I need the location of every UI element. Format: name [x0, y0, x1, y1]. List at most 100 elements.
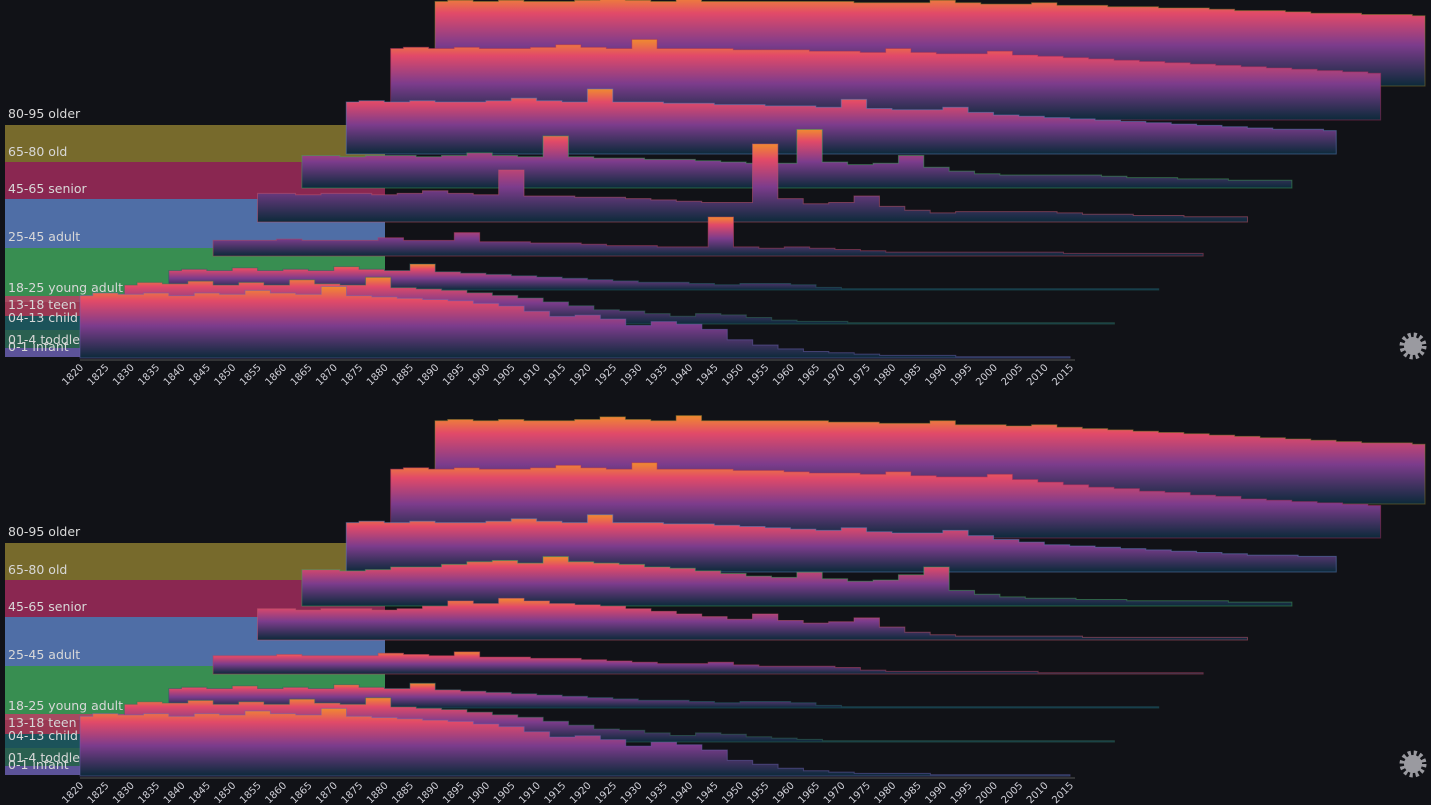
x-tick-label: 1950 [720, 362, 746, 388]
x-tick-label: 1930 [619, 780, 645, 805]
x-tick-label: 1990 [923, 362, 949, 388]
ridge-area [345, 88, 1337, 155]
x-tick-label: 1970 [822, 362, 848, 388]
chart-panel: France Mortality Rates (Female)0-1 infan… [5, 415, 1427, 805]
x-tick-label: 1835 [136, 362, 162, 388]
x-tick-label: 2005 [1000, 780, 1026, 805]
legend-label: 25-45 adult [8, 229, 80, 244]
legend-label: 45-65 senior [8, 181, 88, 196]
ridge-area [390, 38, 1382, 121]
legend-label: 18-25 young adult [8, 280, 123, 295]
legend-label: 01-4 toddler [8, 332, 86, 347]
gear-teeth [1399, 332, 1427, 360]
x-tick-label: 1845 [187, 362, 213, 388]
x-tick-label: 1925 [593, 362, 619, 388]
ridge-area [257, 597, 1248, 641]
x-tick-label: 1920 [568, 362, 594, 388]
x-tick-label: 1880 [365, 780, 391, 805]
legend-label: 45-65 senior [8, 599, 88, 614]
ridge-area [212, 216, 1204, 257]
x-tick-label: 2010 [1025, 780, 1051, 805]
legend-label: 80-95 older [8, 524, 81, 539]
gear-body [1404, 337, 1422, 355]
x-tick-label: 2000 [974, 362, 1000, 388]
x-tick-label: 1895 [441, 780, 467, 805]
x-tick-label: 1830 [111, 362, 137, 388]
x-tick-label: 1890 [416, 362, 442, 388]
chart-panel: France Mortality Rates (Male)0-1 infant0… [5, 0, 1427, 388]
x-tick-label: 1850 [213, 780, 239, 805]
x-tick-label: 1915 [543, 780, 569, 805]
gear-body [1404, 755, 1422, 773]
x-tick-label: 1820 [60, 362, 86, 388]
x-tick-label: 1970 [822, 780, 848, 805]
x-tick-label: 2015 [1050, 780, 1076, 805]
x-tick-label: 1990 [923, 780, 949, 805]
x-tick-label: 1910 [517, 362, 543, 388]
x-tick-label: 1855 [238, 780, 264, 805]
x-tick-label: 1870 [314, 362, 340, 388]
x-tick-label: 1975 [847, 780, 873, 805]
x-tick-label: 1830 [111, 780, 137, 805]
ridge-area [79, 286, 1071, 359]
legend-label: 65-80 old [8, 562, 67, 577]
x-tick-label: 1910 [517, 780, 543, 805]
x-tick-label: 1850 [213, 362, 239, 388]
x-tick-label: 1980 [873, 780, 899, 805]
x-tick-label: 1885 [390, 362, 416, 388]
x-tick-label: 1835 [136, 780, 162, 805]
x-tick-label: 1860 [263, 780, 289, 805]
x-tick-label: 1945 [695, 362, 721, 388]
x-tick-label: 1945 [695, 780, 721, 805]
x-tick-label: 1865 [289, 362, 315, 388]
legend-label: 04-13 child [8, 310, 78, 325]
legend-label: 13-18 teen [8, 297, 77, 312]
ridge-area [257, 143, 1248, 223]
x-tick-label: 1825 [86, 780, 112, 805]
ridge-area [301, 556, 1293, 607]
x-tick-label: 1840 [162, 362, 188, 388]
legend-label: 04-13 child [8, 728, 78, 743]
gear-teeth [1399, 750, 1427, 778]
x-tick-label: 1955 [746, 780, 772, 805]
x-tick-label: 1985 [898, 780, 924, 805]
x-tick-label: 1935 [644, 362, 670, 388]
x-tick-label: 1985 [898, 362, 924, 388]
ridge-area [79, 707, 1071, 777]
x-tick-label: 1865 [289, 780, 315, 805]
ridge-area [301, 129, 1293, 189]
legend-label: 18-25 young adult [8, 698, 123, 713]
x-tick-label: 1825 [86, 362, 112, 388]
legend-label: 0-1 infant [8, 339, 69, 354]
x-tick-label: 1855 [238, 362, 264, 388]
x-tick-label: 1935 [644, 780, 670, 805]
x-tick-label: 2000 [974, 780, 1000, 805]
x-tick-label: 1870 [314, 780, 340, 805]
legend-label: 25-45 adult [8, 647, 80, 662]
legend-label: 01-4 toddler [8, 750, 86, 765]
x-tick-label: 1950 [720, 780, 746, 805]
x-tick-label: 1885 [390, 780, 416, 805]
x-tick-label: 1930 [619, 362, 645, 388]
legend-label: 65-80 old [8, 144, 67, 159]
x-tick-label: 1955 [746, 362, 772, 388]
x-tick-label: 1940 [670, 362, 696, 388]
x-tick-label: 1900 [466, 780, 492, 805]
x-tick-label: 2015 [1050, 362, 1076, 388]
settings-icon[interactable] [1399, 750, 1427, 778]
legend-label: 13-18 teen [8, 715, 77, 730]
x-tick-label: 1880 [365, 362, 391, 388]
x-tick-label: 1875 [340, 362, 366, 388]
x-tick-label: 1960 [771, 780, 797, 805]
x-tick-label: 1900 [466, 362, 492, 388]
x-tick-label: 1980 [873, 362, 899, 388]
ridge-area [390, 462, 1382, 539]
x-tick-label: 1920 [568, 780, 594, 805]
ridge-area [168, 682, 1160, 709]
x-tick-label: 2010 [1025, 362, 1051, 388]
settings-icon[interactable] [1399, 332, 1427, 360]
x-tick-label: 1965 [796, 780, 822, 805]
ridge-area [168, 263, 1160, 291]
ridge-area [345, 514, 1337, 573]
